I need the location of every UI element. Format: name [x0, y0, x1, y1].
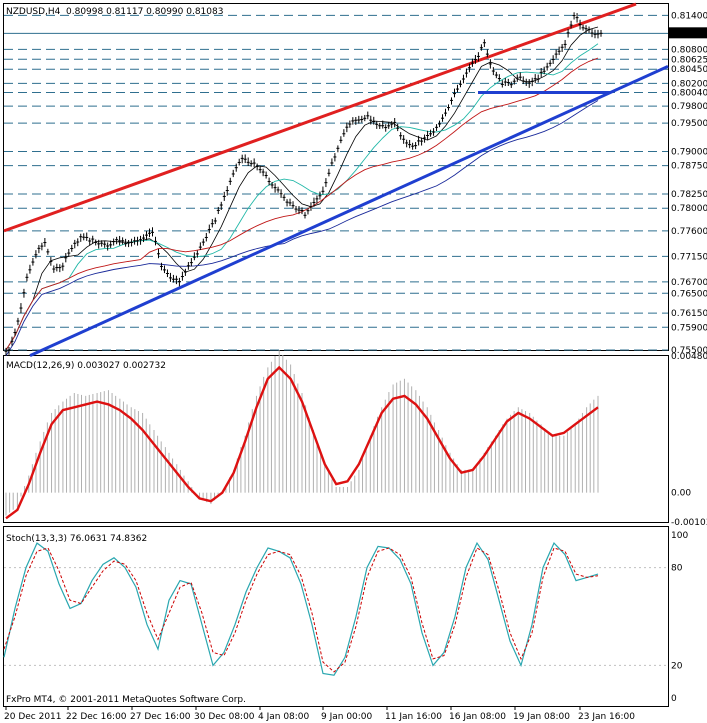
macd-tick-label: 0.00480 [671, 352, 707, 362]
macd-signal-path [5, 365, 599, 520]
price-panel-frame [3, 3, 669, 351]
macd-tick-label: -0.00103 [671, 518, 707, 528]
price-tick-label: 0.76150 [671, 309, 707, 319]
price-tick-label: 0.78750 [671, 162, 707, 172]
price-tick-label: 0.81400 [671, 11, 707, 21]
price-tick-label: 0.80450 [671, 65, 707, 75]
stochastic-lines [3, 541, 668, 676]
stoch-main-line [3, 541, 599, 676]
x-tick-label: 11 Jan 16:00 [385, 712, 442, 722]
copyright-text: FxPro MT4, © 2001-2011 MetaQuotes Softwa… [6, 695, 246, 705]
price-tick-label: 0.76500 [671, 289, 707, 299]
price-tick-label: 0.80625 [671, 55, 707, 65]
price-tick-label: 0.75900 [671, 323, 707, 333]
ma-long-line [5, 100, 599, 356]
price-tick-label: 0.78250 [671, 190, 707, 200]
macd-y-axis: 0.00480 0.00 -0.00103 [671, 352, 707, 528]
macd-tick-label: 0.00 [671, 489, 691, 499]
price-tick-label: 0.79500 [671, 119, 707, 129]
price-header-ohlc: 0.80998 0.81117 0.80990 0.81083 [66, 7, 223, 17]
price-tick-label: 0.75500 [671, 346, 707, 356]
stoch-tick-label: 80 [671, 564, 683, 574]
x-tick-label: 4 Jan 08:00 [258, 712, 310, 722]
price-grid [4, 14, 668, 351]
price-tick-label: 0.77600 [671, 227, 707, 237]
price-tick-label: 0.80200 [671, 79, 707, 89]
price-tick-label: 0.78000 [671, 204, 707, 214]
x-tick-label: 30 Dec 08:00 [194, 712, 255, 722]
stoch-panel-frame [3, 526, 669, 707]
x-tick-label: 19 Jan 08:00 [513, 712, 570, 722]
x-tick-label: 23 Jan 16:00 [578, 712, 635, 722]
time-x-axis: 20 Dec 2011 22 Dec 16:00 27 Dec 16:00 30 De… [4, 706, 635, 722]
price-tick-label: 0.80800 [671, 45, 707, 55]
macd-signal-line [5, 365, 599, 520]
x-tick-label: 20 Dec 2011 [4, 712, 62, 722]
stoch-y-axis: 100 80 20 0 [671, 531, 688, 704]
stoch-tick-label: 0 [671, 694, 677, 704]
upper-channel-line[interactable] [3, 2, 637, 233]
lower-channel-line[interactable] [29, 65, 669, 358]
trend-channels [3, 2, 669, 358]
stoch-signal-line [3, 547, 599, 673]
ma-fast-line [5, 26, 599, 351]
price-tick-label: 0.77150 [671, 252, 707, 262]
x-tick-label: 22 Dec 16:00 [66, 712, 127, 722]
stoch-tick-label: 100 [671, 531, 688, 541]
price-tick-label: 0.80040 [671, 88, 707, 98]
macd-label: MACD(12,26,9) 0.003027 0.002732 [6, 361, 166, 371]
price-tick-label: 0.79000 [671, 147, 707, 157]
macd-histogram [5, 350, 599, 516]
x-tick-label: 16 Jan 08:00 [449, 712, 506, 722]
price-tick-label: 0.79800 [671, 102, 707, 112]
stoch-label: Stoch(13,3,3) 76.0631 74.8362 [6, 534, 147, 544]
x-tick-label: 27 Dec 16:00 [130, 712, 191, 722]
x-tick-label: 9 Jan 00:00 [321, 712, 373, 722]
current-price-marker [669, 27, 707, 39]
price-tick-label: 0.76700 [671, 278, 707, 288]
macd-panel-frame [3, 355, 669, 523]
stoch-tick-label: 20 [671, 661, 683, 671]
price-header-symbol: NZDUSD,H4 [6, 7, 61, 17]
current-price-label: 0.81083 [671, 29, 707, 39]
price-candles [4, 12, 603, 356]
